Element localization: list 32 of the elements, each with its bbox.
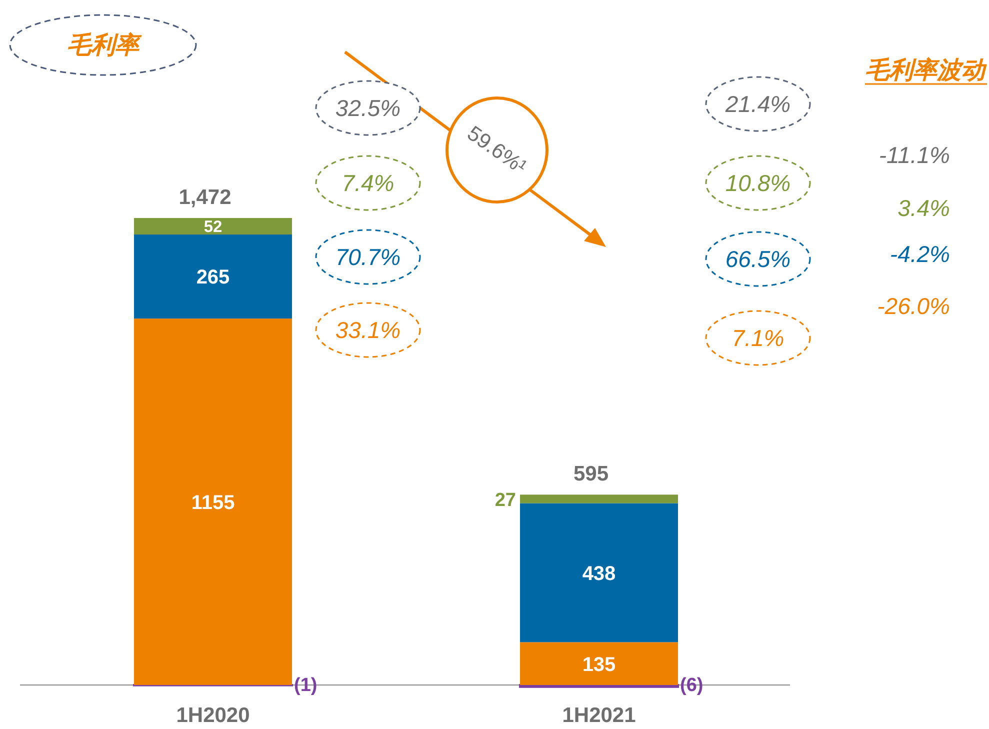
annotation: 66.5% <box>725 246 791 272</box>
annotation: 7.1% <box>732 325 784 351</box>
bar <box>520 494 678 504</box>
x-tick-label: 1H2020 <box>176 704 250 727</box>
data-label: 135 <box>582 654 616 676</box>
text: 32.5% <box>335 95 401 121</box>
text: 毛利率波动 <box>865 57 987 84</box>
data-label: 52 <box>204 218 222 236</box>
data-label: 27 <box>494 490 516 511</box>
data-label: 438 <box>582 562 616 585</box>
bar <box>520 642 678 685</box>
text: 7.4% <box>342 170 394 196</box>
text: 10.8% <box>725 170 791 196</box>
data-label: 265 <box>196 266 230 289</box>
x-tick-label: 1H2021 <box>562 704 636 727</box>
text: 3.4% <box>898 195 950 221</box>
text: -26.0% <box>877 293 950 319</box>
text: -11.1% <box>878 142 950 168</box>
total-label: 1,472 <box>178 186 232 209</box>
chart-title: 毛利率 <box>67 32 142 59</box>
total-label: 595 <box>573 462 609 486</box>
annotation: 33.1% <box>335 317 401 343</box>
bar <box>134 318 292 685</box>
bar <box>134 218 292 234</box>
data-label: 1155 <box>191 492 235 514</box>
data-label: (6) <box>680 675 704 696</box>
data-label: (1) <box>294 675 318 696</box>
bar <box>134 234 292 319</box>
bar <box>520 503 678 642</box>
text: 21.4% <box>724 91 791 117</box>
annotation: 70.7% <box>335 244 401 270</box>
text: -4.2% <box>890 241 950 267</box>
